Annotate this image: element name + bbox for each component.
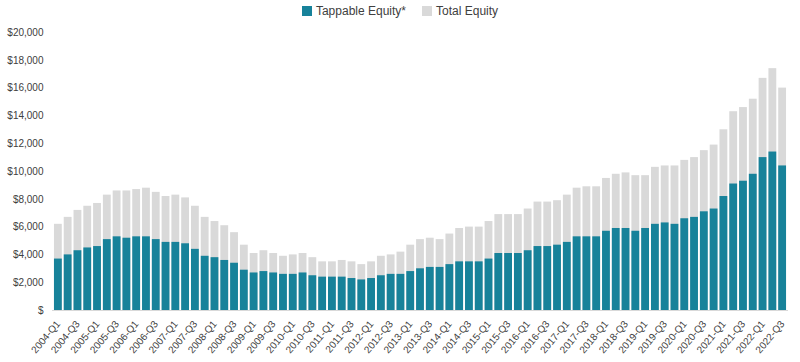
svg-text:2007-Q3: 2007-Q3: [165, 318, 200, 356]
svg-text:2014-Q1: 2014-Q1: [420, 318, 454, 356]
svg-text:2006-Q1: 2006-Q1: [107, 318, 141, 356]
svg-text:2019-Q3: 2019-Q3: [635, 318, 670, 356]
svg-text:2014-Q3: 2014-Q3: [440, 318, 474, 356]
svg-text:2018-Q3: 2018-Q3: [596, 318, 630, 356]
svg-text:2013-Q3: 2013-Q3: [400, 318, 435, 356]
svg-text:2017-Q3: 2017-Q3: [557, 318, 591, 356]
svg-text:2005-Q3: 2005-Q3: [87, 318, 122, 356]
svg-text:2015-Q1: 2015-Q1: [459, 318, 493, 356]
svg-text:2015-Q3: 2015-Q3: [479, 318, 513, 356]
svg-text:$10,000: $10,000: [7, 166, 44, 177]
svg-text:2011-Q1: 2011-Q1: [303, 318, 337, 355]
svg-text:$14,000: $14,000: [7, 110, 44, 121]
svg-text:$12,000: $12,000: [7, 138, 44, 149]
svg-text:2009-Q3: 2009-Q3: [244, 318, 278, 356]
svg-text:2022-Q3: 2022-Q3: [753, 318, 787, 355]
svg-text:$2,000: $2,000: [13, 277, 44, 288]
html-text:Tappable Equity*: Tappable Equity*: [315, 4, 406, 18]
svg-text:2019-Q1: 2019-Q1: [616, 318, 650, 356]
svg-text:2017-Q1: 2017-Q1: [537, 318, 572, 356]
svg-text:2022-Q1: 2022-Q1: [733, 318, 767, 356]
svg-text:2012-Q3: 2012-Q3: [361, 318, 396, 356]
svg-text:$8,000: $8,000: [13, 194, 44, 205]
svg-text:2021-Q3: 2021-Q3: [714, 318, 748, 356]
svg-text:2008-Q3: 2008-Q3: [205, 318, 239, 356]
svg-text:2005-Q1: 2005-Q1: [68, 318, 102, 356]
svg-text:2016-Q1: 2016-Q1: [498, 318, 533, 356]
svg-text:2016-Q3: 2016-Q3: [518, 318, 552, 356]
svg-text:2010-Q3: 2010-Q3: [283, 318, 317, 356]
svg-text:2008-Q1: 2008-Q1: [185, 318, 219, 356]
svg-text:2013-Q1: 2013-Q1: [381, 318, 415, 356]
svg-text:$20,000: $20,000: [7, 27, 44, 38]
svg-text:2006-Q3: 2006-Q3: [126, 318, 161, 356]
svg-text:2010-Q1: 2010-Q1: [263, 318, 298, 356]
svg-text:$16,000: $16,000: [7, 82, 44, 93]
svg-text:2021-Q1: 2021-Q1: [694, 318, 728, 356]
svg-text:2004-Q3: 2004-Q3: [48, 318, 82, 356]
svg-text:2020-Q1: 2020-Q1: [655, 318, 689, 356]
svg-text:2012-Q1: 2012-Q1: [342, 318, 376, 356]
svg-text:2007-Q1: 2007-Q1: [146, 318, 180, 356]
svg-text:$18,000: $18,000: [7, 55, 44, 66]
html-text:Total Equity: Total Equity: [436, 4, 499, 18]
svg-text:$6,000: $6,000: [13, 221, 44, 232]
svg-text:$4,000: $4,000: [13, 249, 44, 260]
svg-text:2018-Q1: 2018-Q1: [577, 318, 611, 356]
svg-text:2020-Q3: 2020-Q3: [674, 318, 709, 356]
svg-text:2009-Q1: 2009-Q1: [224, 318, 259, 356]
svg-text:2004-Q1: 2004-Q1: [28, 318, 63, 356]
svg-text:$: $: [38, 305, 44, 316]
svg-text:2011-Q3: 2011-Q3: [323, 318, 356, 355]
